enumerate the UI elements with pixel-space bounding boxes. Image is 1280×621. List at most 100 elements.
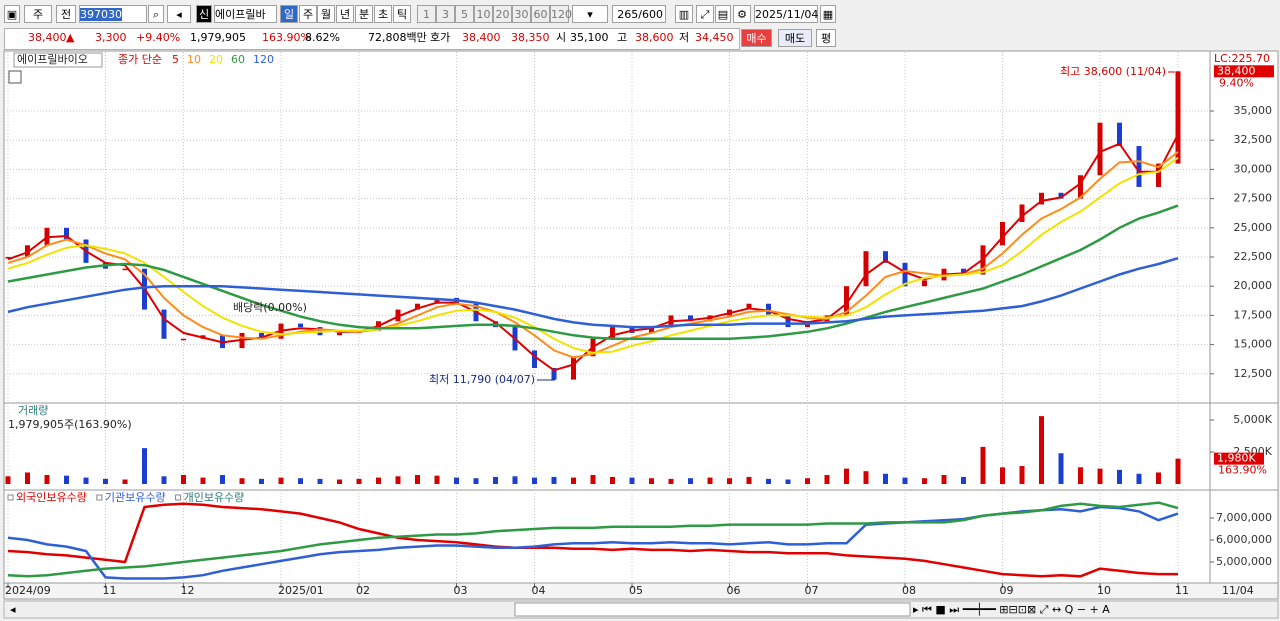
low: 34,450 xyxy=(695,31,734,44)
table-icon[interactable] xyxy=(8,70,22,84)
candle xyxy=(668,315,674,328)
code-input[interactable]: 397030 xyxy=(79,5,147,23)
legend-marker xyxy=(7,494,14,501)
scroll-left[interactable]: ◂ xyxy=(10,603,16,616)
settings-button[interactable]: ⚙ xyxy=(733,5,751,23)
chart-controls[interactable]: ▸ ⏮ ■ ⏭ ━━┿━━ ⊞⊟⊡⊠ ⤢ ↔ Q − + A xyxy=(913,602,1110,616)
candle xyxy=(727,309,732,316)
combo[interactable]: ▾ xyxy=(572,5,608,23)
volume-bar xyxy=(688,478,693,484)
scroll-thumb[interactable] xyxy=(514,602,911,617)
up-arrow: ▲ xyxy=(66,31,75,44)
volume-bar xyxy=(83,477,89,484)
volume-bar xyxy=(707,477,713,484)
y-tick-label: 32,500 xyxy=(1234,133,1273,146)
candle xyxy=(1156,163,1161,187)
y-tick-label: 2,500K xyxy=(1233,445,1272,458)
volume-bar xyxy=(629,477,635,484)
holding-line xyxy=(7,505,1179,580)
buy-button[interactable]: 매수 xyxy=(741,29,772,47)
period-button[interactable]: 월 xyxy=(317,5,335,23)
volume-bar xyxy=(181,475,186,484)
interval-button[interactable]: 1 xyxy=(417,5,436,23)
change-pct: +9.40% xyxy=(136,31,181,44)
interval-button[interactable]: 60 xyxy=(531,5,550,23)
avg-button[interactable]: 평 xyxy=(816,29,836,47)
y-tick-label: 12,500 xyxy=(1234,367,1273,380)
legend-name: 에이프릴바이오 xyxy=(17,53,88,66)
holding-line xyxy=(7,502,1178,578)
volume-bar xyxy=(1136,473,1142,484)
period-button[interactable]: 일 xyxy=(280,5,298,23)
count-value: 265 xyxy=(617,8,639,21)
interval-button[interactable]: 10 xyxy=(474,5,493,23)
period-button[interactable]: 초 xyxy=(374,5,392,23)
candle xyxy=(454,297,459,304)
candle xyxy=(395,309,401,322)
candle xyxy=(941,268,947,281)
x-tick-label: 2024/09 xyxy=(5,584,51,597)
panel-subtitle: 1,979,905주(163.90%) xyxy=(8,418,132,431)
menu-icon[interactable]: ▣ xyxy=(4,5,20,23)
candle xyxy=(1058,192,1064,199)
period-button[interactable]: 년 xyxy=(336,5,354,23)
volume-bar xyxy=(356,478,362,484)
candle xyxy=(1175,71,1181,164)
interval-button[interactable]: 20 xyxy=(493,5,512,23)
volume-bar xyxy=(590,475,596,484)
x-tick-label: 08 xyxy=(902,584,916,597)
volume-bar xyxy=(532,477,537,484)
interval-button[interactable]: 5 xyxy=(455,5,474,23)
x-tick-label: 12 xyxy=(181,584,195,597)
current-date: 11/04 xyxy=(1222,584,1254,597)
volume-bar xyxy=(863,471,869,484)
period-button[interactable]: 틱 xyxy=(393,5,411,23)
period-button[interactable]: 분 xyxy=(355,5,373,23)
volume-bar xyxy=(259,478,264,484)
bid: 38,350 xyxy=(511,31,550,44)
ma-line xyxy=(7,204,1179,341)
volume-bar xyxy=(5,476,11,484)
quote-box xyxy=(4,28,740,50)
x-tick-label: 09 xyxy=(1000,584,1014,597)
interval-button[interactable]: 120 xyxy=(550,5,572,23)
date-input[interactable]: 2025/11/04 xyxy=(754,5,818,23)
legend-box xyxy=(13,52,103,68)
volume-bar xyxy=(1039,416,1044,484)
volume-bar xyxy=(668,478,674,484)
calendar-button[interactable]: ▦ xyxy=(820,5,836,23)
count-max: /600 xyxy=(638,8,663,21)
y-tick-label: 5,000,000 xyxy=(1216,555,1272,568)
sell-button[interactable]: 매도 xyxy=(778,29,812,47)
mode-button[interactable]: 전 xyxy=(56,5,76,23)
interval-button[interactable]: 3 xyxy=(436,5,455,23)
tool-button[interactable]: ⤢ xyxy=(696,5,714,23)
candle xyxy=(415,303,420,310)
tool-button[interactable]: ▥ xyxy=(675,5,693,23)
interval-button[interactable]: 30 xyxy=(512,5,531,23)
y-tick-label: 35,000 xyxy=(1234,104,1273,117)
candle xyxy=(1117,122,1122,147)
sound-button[interactable]: ◂ xyxy=(167,5,191,23)
candle xyxy=(259,332,264,339)
y-tick-label: 27,500 xyxy=(1234,192,1273,205)
count[interactable]: 265/600 xyxy=(612,5,666,23)
scrollbar[interactable] xyxy=(3,600,1279,619)
volume-bar xyxy=(25,472,30,484)
volume-bar xyxy=(298,478,303,484)
y-tick-label: 5,000K xyxy=(1233,413,1272,426)
legend-entry: 외국인보유수량 xyxy=(16,491,87,504)
volume-bar xyxy=(941,475,947,484)
search-button[interactable]: ⌕ xyxy=(148,5,164,23)
market-select[interactable]: 주 xyxy=(24,5,52,23)
legend-entry: 개인보유수량 xyxy=(184,491,245,504)
save-button[interactable]: ▤ xyxy=(715,5,731,23)
x-tick-label: 02 xyxy=(356,584,370,597)
candle xyxy=(902,262,908,287)
y-tick-label: 25,000 xyxy=(1234,221,1273,234)
volume-bar xyxy=(512,476,518,484)
candle xyxy=(922,280,927,287)
period-button[interactable]: 주 xyxy=(299,5,317,23)
